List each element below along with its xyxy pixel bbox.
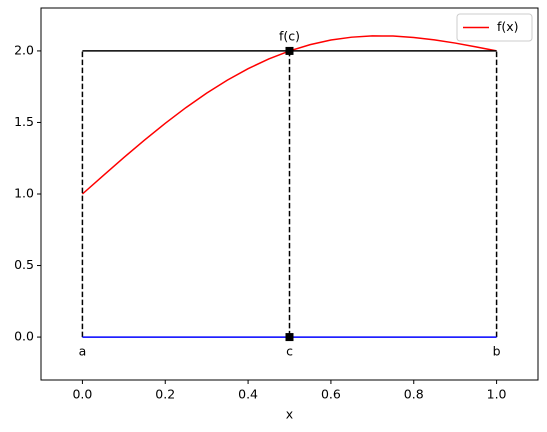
point-marker: [285, 333, 294, 342]
plot-frame: [40, 7, 539, 381]
x-axis-label: x: [286, 407, 293, 422]
y-tick-label: 1.0: [14, 186, 34, 201]
annotation: c: [286, 344, 293, 359]
x-tick-label: 0.2: [155, 387, 175, 402]
y-tick-label: 0.5: [14, 257, 34, 272]
x-tick-label: 1.0: [487, 387, 507, 402]
annotation: a: [79, 344, 87, 359]
legend-box: [456, 13, 533, 42]
x-tick-label: 0.4: [238, 387, 258, 402]
legend-label: f(x): [497, 19, 519, 34]
y-tick-label: 1.5: [14, 114, 34, 129]
x-tick-label: 0.0: [72, 387, 92, 402]
annotation: b: [493, 344, 501, 359]
point-marker: [285, 46, 294, 55]
annotation: f(c): [279, 28, 300, 43]
x-tick-label: 0.6: [321, 387, 341, 402]
x-tick-label: 0.8: [404, 387, 424, 402]
y-tick-label: 0.0: [14, 329, 34, 344]
y-tick-label: 2.0: [14, 42, 34, 57]
